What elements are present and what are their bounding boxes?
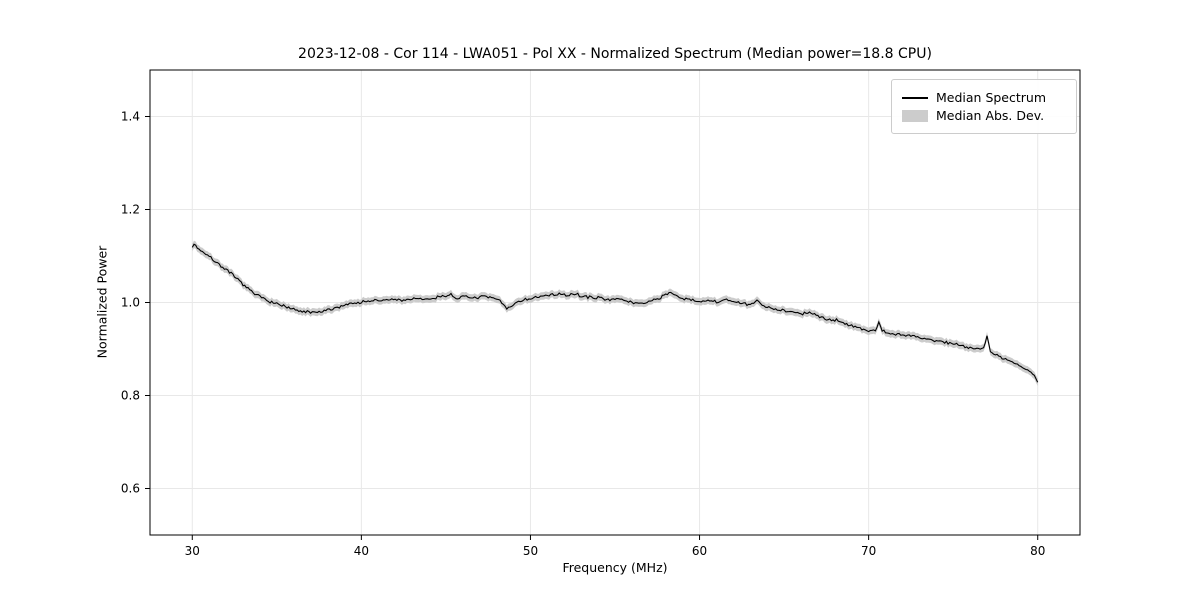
- x-tick-label: 30: [185, 544, 200, 558]
- x-axis-label: Frequency (MHz): [562, 560, 668, 575]
- median-spectrum-line: [191, 243, 1039, 383]
- mad-band: [192, 240, 1038, 386]
- legend-item-median-abs-dev: Median Abs. Dev.: [902, 108, 1066, 123]
- y-tick-label: 1.4: [121, 110, 140, 124]
- chart-title: 2023-12-08 - Cor 114 - LWA051 - Pol XX -…: [298, 46, 932, 62]
- legend: Median Spectrum Median Abs. Dev.: [891, 79, 1077, 134]
- legend-label-median-abs-dev: Median Abs. Dev.: [936, 108, 1045, 123]
- x-tick-label: 50: [523, 544, 538, 558]
- x-tick-label: 60: [692, 544, 707, 558]
- x-tick-label: 80: [1030, 544, 1045, 558]
- legend-line-swatch: [902, 96, 928, 99]
- y-tick-label: 0.6: [121, 482, 140, 496]
- legend-item-median-spectrum: Median Spectrum: [902, 90, 1066, 105]
- legend-label-median-spectrum: Median Spectrum: [936, 90, 1047, 105]
- y-tick-label: 1.2: [121, 203, 140, 217]
- y-axis-label: Normalized Power: [94, 245, 110, 359]
- x-tick-label: 70: [861, 544, 876, 558]
- y-tick-label: 1.0: [121, 296, 140, 310]
- x-tick-label: 40: [354, 544, 369, 558]
- y-tick-label: 0.8: [121, 389, 140, 403]
- legend-band-swatch: [902, 109, 928, 122]
